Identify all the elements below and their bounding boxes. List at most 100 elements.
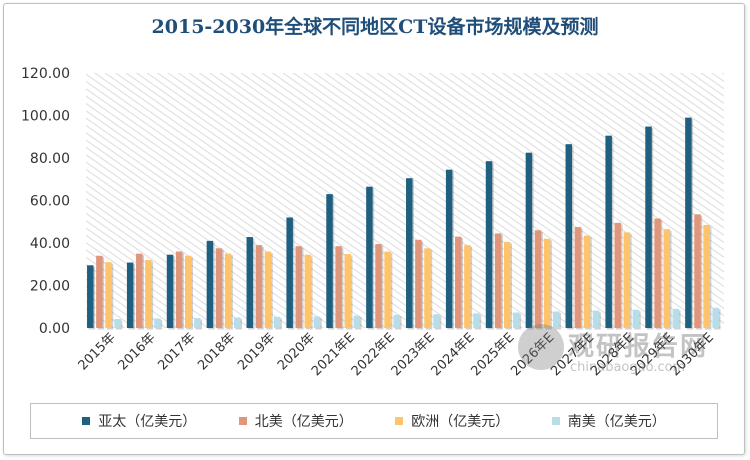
bar (712, 307, 719, 328)
y-tick-label: 80.00 (30, 151, 70, 167)
bar (194, 318, 201, 328)
bar (145, 260, 152, 328)
bar (206, 240, 214, 328)
bar (246, 237, 254, 328)
bar (286, 217, 293, 328)
bar (503, 241, 511, 328)
legend-item: 亚太（亿美元） (82, 411, 196, 431)
legend-swatch (395, 417, 404, 425)
bar (393, 314, 400, 328)
legend-swatch (82, 417, 91, 425)
x-tick-label: 2030年E (668, 330, 717, 379)
bar (645, 126, 652, 328)
bar (304, 254, 312, 328)
legend-label: 北美（亿美元） (254, 414, 353, 430)
y-tick-label: 60.00 (30, 194, 70, 210)
y-tick-label: 20.00 (30, 279, 70, 295)
bar (445, 169, 453, 328)
x-tick-label: 2029年E (628, 330, 677, 379)
bar (233, 317, 241, 328)
bar (424, 248, 431, 328)
bar (366, 186, 373, 328)
y-tick-label: 100.00 (21, 109, 70, 125)
bar (534, 230, 542, 328)
bar (513, 312, 520, 328)
bar (406, 178, 413, 328)
chart-frame (3, 3, 745, 455)
bar (166, 254, 174, 328)
bar (255, 245, 263, 328)
bar (623, 232, 631, 328)
bar (126, 262, 134, 328)
bar (415, 239, 422, 328)
legend-swatch (551, 417, 560, 425)
chart-title: 2015-2030年全球不同地区CT设备市场规模及预测 (151, 16, 599, 38)
legend-label: 亚太（亿美元） (98, 414, 197, 430)
bar (87, 265, 94, 328)
bar (433, 314, 440, 328)
x-tick-label: 2018年 (195, 330, 238, 373)
bar (105, 262, 112, 328)
bar (494, 233, 502, 328)
bar (663, 229, 670, 328)
bar (136, 253, 143, 328)
legend-label: 欧洲（亿美元） (411, 414, 510, 430)
bar (592, 310, 600, 328)
bar (313, 316, 321, 328)
bar (703, 224, 710, 328)
legend-item: 南美（亿美元） (551, 411, 666, 431)
bar (583, 235, 591, 328)
x-tick-label: 2019年 (235, 330, 278, 373)
bar (264, 251, 272, 328)
legend: 亚太（亿美元） 北美（亿美元） 欧洲（亿美元） 南美（亿美元） (30, 403, 718, 439)
bar (384, 251, 391, 328)
bar (614, 222, 622, 328)
bar (654, 218, 661, 328)
x-tick-label: 2023年E (389, 330, 438, 379)
bar (215, 248, 223, 328)
bar (552, 311, 560, 328)
x-tick-label: 2016年 (115, 330, 158, 373)
bar (565, 144, 573, 328)
x-tick-label: 2015年 (76, 330, 119, 373)
x-tick-label: 2022年E (349, 330, 398, 379)
legend-item: 欧洲（亿美元） (395, 411, 509, 431)
bar (154, 318, 161, 328)
bar (694, 214, 701, 328)
bar (295, 246, 303, 328)
bar (485, 161, 493, 328)
x-tick-label: 2021年E (309, 330, 358, 379)
bar (224, 253, 232, 328)
bar (175, 251, 183, 328)
x-tick-label: 2017年 (155, 330, 198, 373)
x-tick-label: 2026年E (508, 330, 557, 379)
x-tick-label: 2028年E (588, 330, 637, 379)
legend-item: 北美（亿美元） (238, 411, 353, 431)
bar (632, 309, 640, 328)
x-tick-label: 2027年E (548, 330, 597, 379)
bar (455, 236, 462, 328)
y-tick-label: 120.00 (21, 66, 70, 82)
bar (353, 315, 361, 328)
bar (543, 238, 551, 328)
bar (473, 313, 480, 328)
y-tick-label: 0.00 (39, 321, 70, 337)
bar (525, 152, 533, 328)
bar (672, 308, 680, 328)
bar (464, 245, 471, 328)
bar (326, 194, 333, 328)
bar (335, 246, 342, 328)
bar (344, 254, 351, 328)
bar (605, 135, 612, 328)
bar (96, 255, 103, 328)
y-tick-label: 40.00 (30, 236, 70, 252)
legend-label: 南美（亿美元） (567, 414, 666, 430)
bar (375, 244, 382, 328)
bar (184, 255, 192, 328)
bar (685, 117, 692, 328)
bar (273, 316, 281, 328)
bar (574, 227, 582, 328)
x-tick-label: 2025年E (469, 330, 518, 379)
legend-swatch (238, 417, 247, 425)
